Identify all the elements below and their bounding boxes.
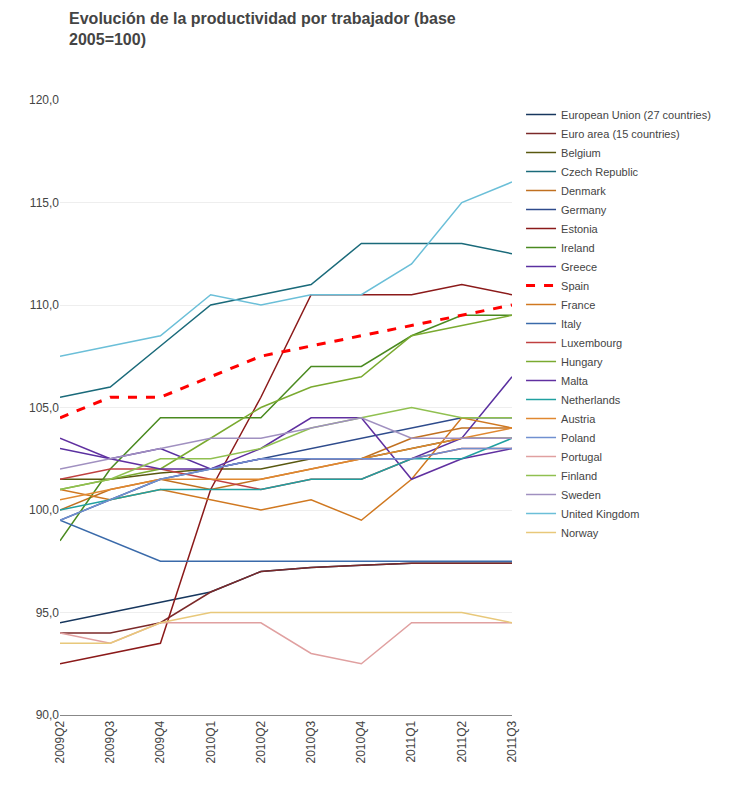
- svg-text:Malta: Malta: [561, 375, 589, 387]
- svg-text:Belgium: Belgium: [561, 147, 601, 159]
- svg-text:Greece: Greece: [561, 261, 597, 273]
- svg-text:2010Q4: 2010Q4: [354, 720, 368, 763]
- svg-text:Hungary: Hungary: [561, 356, 603, 368]
- svg-text:120,0: 120,0: [29, 93, 59, 107]
- svg-text:France: France: [561, 299, 595, 311]
- svg-text:Netherlands: Netherlands: [561, 394, 621, 406]
- svg-text:2010Q1: 2010Q1: [204, 720, 218, 763]
- svg-text:2009Q4: 2009Q4: [153, 720, 167, 763]
- svg-text:Norway: Norway: [561, 527, 599, 539]
- svg-text:Sweden: Sweden: [561, 489, 601, 501]
- svg-text:European Union (27 countries): European Union (27 countries): [561, 109, 711, 121]
- svg-text:Luxembourg: Luxembourg: [561, 337, 622, 349]
- svg-text:Italy: Italy: [561, 318, 582, 330]
- svg-text:2009Q2: 2009Q2: [53, 720, 67, 763]
- svg-text:2011Q2: 2011Q2: [455, 720, 469, 762]
- svg-text:United Kingdom: United Kingdom: [561, 508, 639, 520]
- svg-text:95,0: 95,0: [36, 606, 60, 620]
- svg-text:Portugal: Portugal: [561, 451, 602, 463]
- svg-text:Evolución de la productividad: Evolución de la productividad por trabaj…: [69, 10, 456, 48]
- svg-text:Estonia: Estonia: [561, 223, 599, 235]
- svg-text:Euro area (15 countries): Euro area (15 countries): [561, 128, 680, 140]
- svg-text:105,0: 105,0: [29, 401, 59, 415]
- svg-text:Ireland: Ireland: [561, 242, 595, 254]
- svg-text:90,0: 90,0: [36, 708, 60, 722]
- svg-text:Czech Republic: Czech Republic: [561, 166, 639, 178]
- svg-text:Denmark: Denmark: [561, 185, 606, 197]
- svg-text:2011Q1: 2011Q1: [404, 720, 418, 762]
- svg-text:2009Q3: 2009Q3: [103, 720, 117, 763]
- svg-text:100,0: 100,0: [29, 503, 59, 517]
- svg-text:Poland: Poland: [561, 432, 595, 444]
- svg-text:115,0: 115,0: [30, 196, 59, 210]
- svg-text:2011Q3: 2011Q3: [505, 720, 519, 762]
- svg-text:Finland: Finland: [561, 470, 597, 482]
- svg-text:Germany: Germany: [561, 204, 607, 216]
- svg-text:Austria: Austria: [561, 413, 596, 425]
- svg-text:2010Q2: 2010Q2: [254, 720, 268, 763]
- svg-text:2010Q3: 2010Q3: [304, 720, 318, 763]
- svg-text:Spain: Spain: [561, 280, 589, 292]
- svg-text:110,0: 110,0: [30, 298, 59, 312]
